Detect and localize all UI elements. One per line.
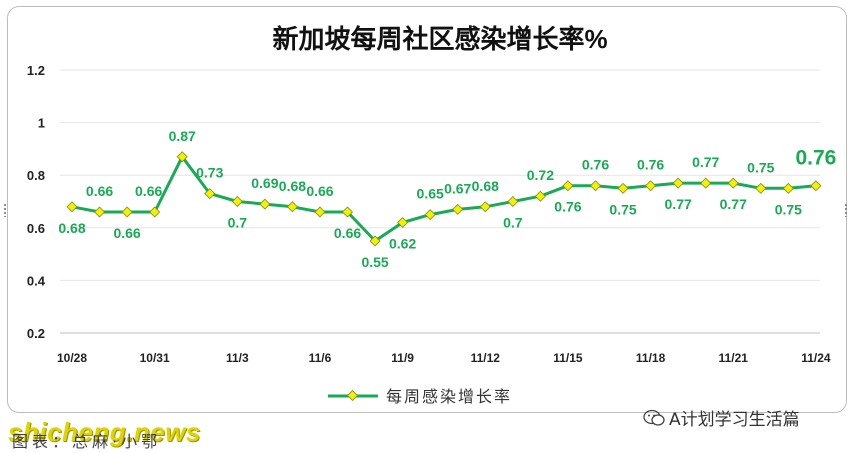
wechat-icon xyxy=(643,409,665,426)
data-label: 0.76 xyxy=(637,157,664,173)
chart-caption: 图表：总麻·小鄂 xyxy=(12,432,162,451)
data-label: 0.65 xyxy=(417,186,444,202)
data-point xyxy=(782,182,794,194)
y-tick-label: 0.4 xyxy=(27,273,46,288)
x-tick-label: 11/6 xyxy=(309,351,332,365)
data-point xyxy=(589,180,602,192)
x-axis-ticks: 10/28 10/31 11/3 11/6 11/9 11/12 11/15 11/18 11/… xyxy=(57,351,831,365)
data-point xyxy=(617,182,629,194)
grid-lines xyxy=(60,69,820,334)
data-point xyxy=(176,151,188,163)
y-tick-label: 1.2 xyxy=(27,63,45,78)
wechat-account-name: A计划学习生活篇 xyxy=(669,410,800,430)
data-label: 0.67 xyxy=(444,180,471,196)
data-label-latest: 0.76 xyxy=(795,147,836,170)
x-tick-label: 11/9 xyxy=(391,351,414,365)
x-tick-label: 11/12 xyxy=(471,351,501,365)
data-label: 0.66 xyxy=(86,183,113,199)
data-label: 0.66 xyxy=(306,183,333,199)
data-point xyxy=(149,206,161,218)
data-label: 0.75 xyxy=(775,201,802,217)
chart-title: 新加坡每周社区感染增长率% xyxy=(272,24,607,54)
data-point xyxy=(94,206,106,218)
x-tick-label: 11/21 xyxy=(719,351,749,365)
legend[interactable]: 每周感染增长率 xyxy=(328,387,512,406)
data-label: 0.68 xyxy=(279,178,306,194)
legend-series-label: 每周感染增长率 xyxy=(386,387,512,406)
legend-marker-swatch xyxy=(346,389,359,402)
data-label: 0.62 xyxy=(389,236,416,252)
data-point xyxy=(727,177,739,189)
series-line xyxy=(71,155,817,243)
data-label: 0.68 xyxy=(58,220,85,236)
data-label: 0.68 xyxy=(472,178,499,194)
data-point xyxy=(672,177,684,189)
data-label: 0.75 xyxy=(609,201,636,217)
data-point xyxy=(314,206,326,218)
data-point xyxy=(231,195,243,208)
chart-frame xyxy=(7,6,847,413)
series-layer xyxy=(66,151,822,247)
data-label: 0.66 xyxy=(135,183,162,199)
wechat-account: A计划学习生活篇 xyxy=(643,405,800,430)
data-label: 0.77 xyxy=(665,196,692,212)
data-label: 0.7 xyxy=(228,215,248,231)
data-label: 0.77 xyxy=(720,196,747,212)
data-label: 0.72 xyxy=(527,167,554,183)
resize-handle-left[interactable] xyxy=(3,203,7,217)
x-tick-label: 10/28 xyxy=(57,351,87,365)
data-point xyxy=(562,180,574,192)
y-tick-label: 1 xyxy=(38,116,45,131)
data-point xyxy=(369,235,381,247)
data-point xyxy=(286,201,298,213)
y-tick-label: 0.6 xyxy=(27,221,45,236)
data-label: 0.87 xyxy=(169,128,196,144)
data-point xyxy=(534,190,546,202)
x-tick-label: 11/15 xyxy=(553,351,583,365)
x-tick-label: 11/18 xyxy=(636,351,666,365)
data-label: 0.76 xyxy=(582,157,609,173)
data-label: 0.69 xyxy=(251,175,278,191)
x-tick-label: 10/31 xyxy=(140,351,170,365)
data-label: 0.66 xyxy=(334,225,361,241)
data-point xyxy=(755,182,767,194)
data-point xyxy=(397,217,409,229)
data-point xyxy=(479,201,491,213)
y-tick-label: 0.2 xyxy=(27,326,45,341)
data-point xyxy=(452,203,464,215)
data-point xyxy=(66,201,78,213)
data-label: 0.73 xyxy=(196,165,223,181)
resize-handle-right[interactable] xyxy=(844,203,848,217)
data-label: 0.76 xyxy=(554,199,581,215)
data-labels: 0.680.660.660.660.870.730.70.69 0.68 0.660… xyxy=(58,128,836,270)
data-point xyxy=(259,198,271,210)
data-label: 0.77 xyxy=(692,154,719,170)
data-label: 0.75 xyxy=(747,159,774,175)
data-point xyxy=(424,209,436,221)
watermark-text: shicheng.news xyxy=(8,417,201,447)
data-label: 0.66 xyxy=(113,225,140,241)
data-point xyxy=(810,180,822,192)
x-tick-label: 11/24 xyxy=(801,351,831,365)
data-point xyxy=(342,206,354,218)
y-axis-ticks: 0.2 0.4 0.6 0.8 1 1.2 xyxy=(27,63,46,341)
data-point xyxy=(507,195,519,208)
data-label: 0.7 xyxy=(503,215,523,231)
data-point xyxy=(645,180,657,192)
data-point xyxy=(700,177,712,189)
data-point xyxy=(121,206,133,218)
data-label: 0.55 xyxy=(361,254,388,270)
y-tick-label: 0.8 xyxy=(27,168,45,183)
data-point xyxy=(204,188,216,200)
x-tick-label: 11/3 xyxy=(226,351,249,365)
